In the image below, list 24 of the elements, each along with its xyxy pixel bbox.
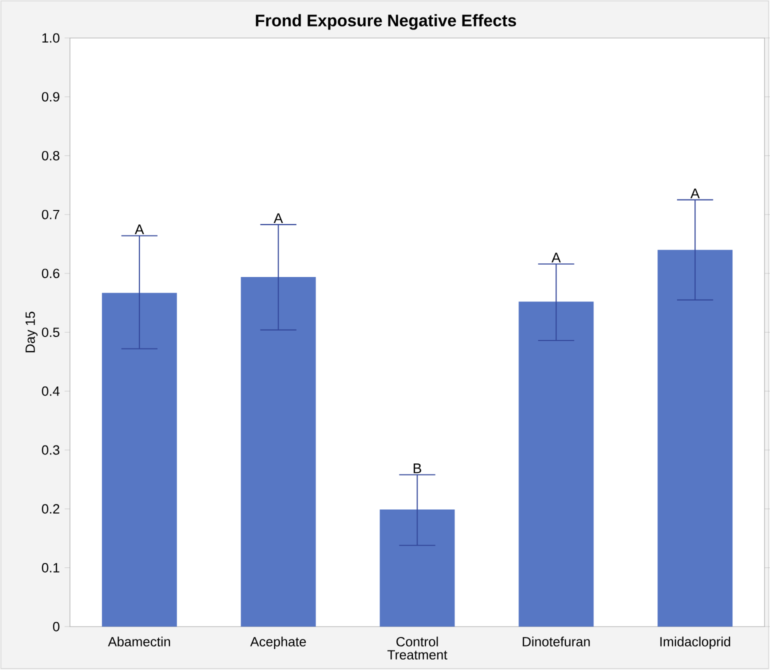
y-tick-label: 0.7 [42, 210, 60, 220]
x-tick-label: Abamectin [108, 636, 170, 647]
y-tick-label: 1.0 [42, 33, 60, 43]
annotation: B [414, 464, 422, 474]
x-tick-label: Control [396, 636, 438, 647]
y-tick-label: 0.8 [42, 151, 60, 161]
x-axis-title: Treatment [387, 650, 448, 660]
annotation: A [552, 252, 561, 263]
y-tick-label: 0.2 [42, 504, 60, 514]
y-tick-label: 0.6 [42, 268, 60, 278]
y-tick-label: 0.4 [42, 386, 60, 396]
y-tick-label: 0.5 [42, 328, 60, 338]
annotation: A [690, 188, 700, 198]
y-tick-label: 0.1 [42, 563, 60, 573]
x-tick-label: Acephate [250, 636, 306, 650]
chart-title: Frond Exposure Negative Effects [256, 14, 516, 30]
x-tick-label: Imidacloprid [660, 636, 730, 650]
y-tick-label: 0.3 [42, 446, 60, 455]
y-tick-label: 0.9 [42, 92, 60, 102]
x-tick-label: Dinotefuran [522, 636, 590, 647]
annotation: A [274, 214, 283, 224]
annotation: A [134, 224, 144, 234]
y-axis-title: Day 15 [26, 312, 38, 353]
y-tick-label: 0 [53, 622, 60, 632]
